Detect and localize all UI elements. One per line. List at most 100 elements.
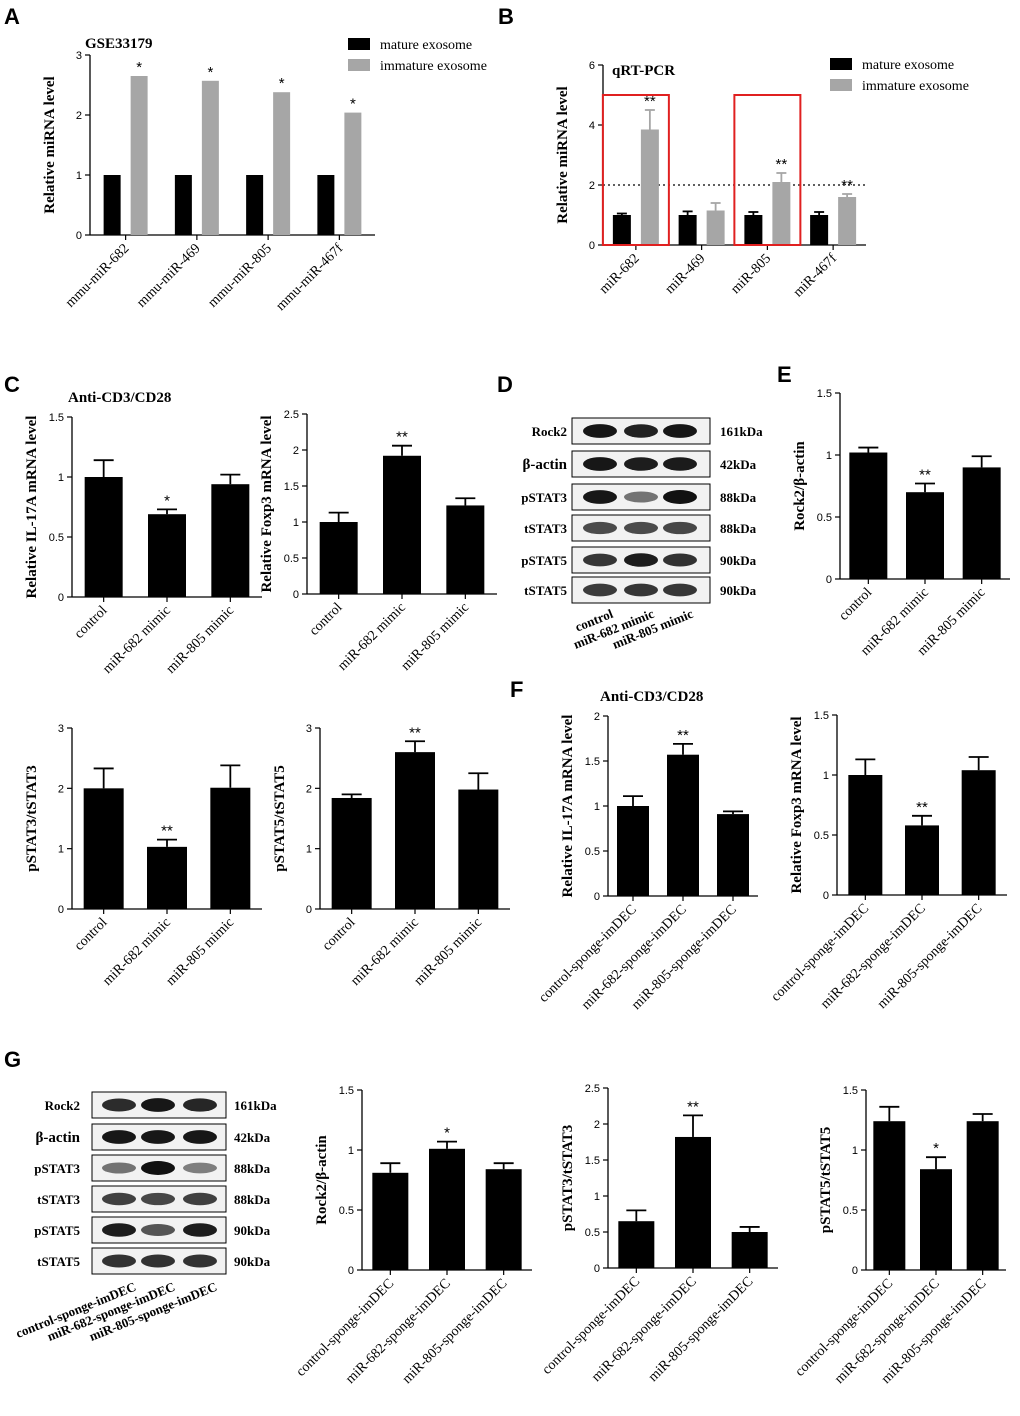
x-tick-label: control xyxy=(72,915,111,954)
significance-marker: ** xyxy=(396,429,408,446)
y-tick-label: 2 xyxy=(76,110,82,122)
blot-kda-label: 90kDa xyxy=(234,1254,271,1269)
bar xyxy=(706,210,725,245)
bar xyxy=(640,129,659,245)
blot-row-label: tSTAT5 xyxy=(524,583,567,598)
y-tick-label: 0 xyxy=(348,1265,354,1277)
y-tick-label: 2 xyxy=(594,1119,600,1131)
x-tick-label: miR-805-sponge-imDEC xyxy=(646,1274,757,1385)
blot-row-label: tSTAT3 xyxy=(37,1192,80,1207)
bar xyxy=(772,182,791,245)
x-tick-label: control xyxy=(307,600,346,639)
y-tick-label: 1 xyxy=(823,770,829,782)
y-tick-label: 3 xyxy=(76,50,82,62)
y-axis-label: Relative Foxp3 mRNA level xyxy=(259,415,275,592)
chart-g-pstat3: 0 0.5 1 1.5 2 2.5 pSTAT3/tSTAT3 control-sponge-… xyxy=(540,1083,778,1385)
significance-marker: ** xyxy=(919,467,931,484)
x-tick-label: miR-805 mimic xyxy=(164,915,238,989)
blot-band xyxy=(102,1162,136,1174)
y-tick-label: 2 xyxy=(589,180,595,192)
chart-f-foxp3: 0 0.5 1 1.5 Relative Foxp3 mRNA level control… xyxy=(769,710,1007,1012)
bar xyxy=(920,1169,952,1270)
legend-label: mature exosome xyxy=(380,38,472,53)
blot-row-label: Rock2 xyxy=(45,1098,80,1113)
x-tick-label: miR-805-sponge-imDEC xyxy=(875,901,986,1012)
bar xyxy=(612,215,631,245)
blot-band xyxy=(183,1223,217,1237)
x-tick-label: control-sponge-imDEC xyxy=(769,901,873,1005)
y-tick-label: 1 xyxy=(58,844,64,856)
blot-band xyxy=(624,553,658,567)
blot-band xyxy=(102,1254,136,1268)
blot-band xyxy=(663,457,697,471)
y-tick-label: 1 xyxy=(58,472,64,484)
significance-marker: * xyxy=(136,59,142,76)
significance-marker: ** xyxy=(644,93,656,110)
chart-f-il17a: 0 0.5 1 1.5 2 Relative IL-17A mRNA level Anti-… xyxy=(536,689,758,1013)
y-tick-label: 1.5 xyxy=(339,1085,354,1097)
blot-row-label: pSTAT5 xyxy=(521,553,567,568)
y-tick-label: 1.5 xyxy=(843,1085,858,1097)
y-tick-label: 2.5 xyxy=(585,1083,600,1095)
x-tick-label: miR-682-sponge-imDEC xyxy=(818,901,929,1012)
y-tick-label: 1.5 xyxy=(817,388,832,400)
blot-kda-label: 90kDa xyxy=(720,553,757,568)
blot-band xyxy=(663,521,697,535)
blot-row-label: pSTAT3 xyxy=(34,1161,80,1176)
bar xyxy=(961,770,996,895)
y-tick-label: 1.5 xyxy=(585,756,600,768)
blot-kda-label: 88kDa xyxy=(234,1192,271,1207)
y-tick-label: 0 xyxy=(58,592,64,604)
y-axis-label: pSTAT3/tSTAT3 xyxy=(560,1125,576,1231)
y-tick-label: 0 xyxy=(589,240,595,252)
y-tick-label: 0 xyxy=(306,904,312,916)
y-axis-label: pSTAT5/tSTAT5 xyxy=(272,765,288,871)
y-tick-label: 0.5 xyxy=(585,846,600,858)
y-tick-label: 1.5 xyxy=(284,481,299,493)
bar xyxy=(446,505,485,594)
blot-row-label: Rock2 xyxy=(532,424,567,439)
bar xyxy=(905,825,939,895)
bar xyxy=(317,175,335,235)
y-axis-label: Relative miRNA level xyxy=(42,76,58,213)
bar xyxy=(675,1136,711,1268)
panel-letter-g: G xyxy=(4,1047,21,1072)
blot-band xyxy=(583,553,617,567)
y-tick-label: 2 xyxy=(58,783,64,795)
y-tick-label: 1 xyxy=(293,517,299,529)
blot-band xyxy=(141,1192,175,1206)
y-tick-label: 6 xyxy=(589,60,595,72)
blot-kda-label: 90kDa xyxy=(234,1223,271,1238)
blot-band xyxy=(183,1130,217,1144)
highlight-box xyxy=(733,94,802,246)
blot-row-label: β-actin xyxy=(35,1130,80,1146)
bar xyxy=(966,1121,999,1270)
x-tick-label: mmu-miR-682 xyxy=(63,241,132,310)
legend-swatch xyxy=(830,79,852,91)
significance-marker: ** xyxy=(409,724,421,741)
bar xyxy=(717,814,749,896)
chart-title: GSE33179 xyxy=(85,36,153,52)
x-tick-label: miR-469 xyxy=(663,251,709,297)
blot-band xyxy=(141,1161,175,1175)
legend-label: mature exosome xyxy=(862,58,954,73)
blot-kda-label: 42kDa xyxy=(720,457,757,472)
bar xyxy=(331,797,372,909)
bar xyxy=(873,1121,906,1270)
bar xyxy=(962,467,1001,579)
blot-band xyxy=(583,457,617,471)
blot-band xyxy=(102,1130,136,1144)
y-tick-label: 0.5 xyxy=(843,1205,858,1217)
bar xyxy=(395,752,435,909)
chart-g-pstat5: 00.511.5pSTAT5/tSTAT5control-sponge-imDE… xyxy=(793,1085,1006,1387)
blot-d: Rock2 161kDa β-actin 42kDa pSTAT3 88kDa tSTAT3… xyxy=(521,417,763,652)
bar xyxy=(678,215,697,245)
y-tick-label: 0 xyxy=(823,890,829,902)
blot-band xyxy=(141,1224,175,1236)
legend-swatch xyxy=(348,38,370,50)
x-tick-label: control xyxy=(837,585,876,624)
chart-title: Anti-CD3/CD28 xyxy=(68,390,171,406)
y-tick-label: 1 xyxy=(76,170,82,182)
